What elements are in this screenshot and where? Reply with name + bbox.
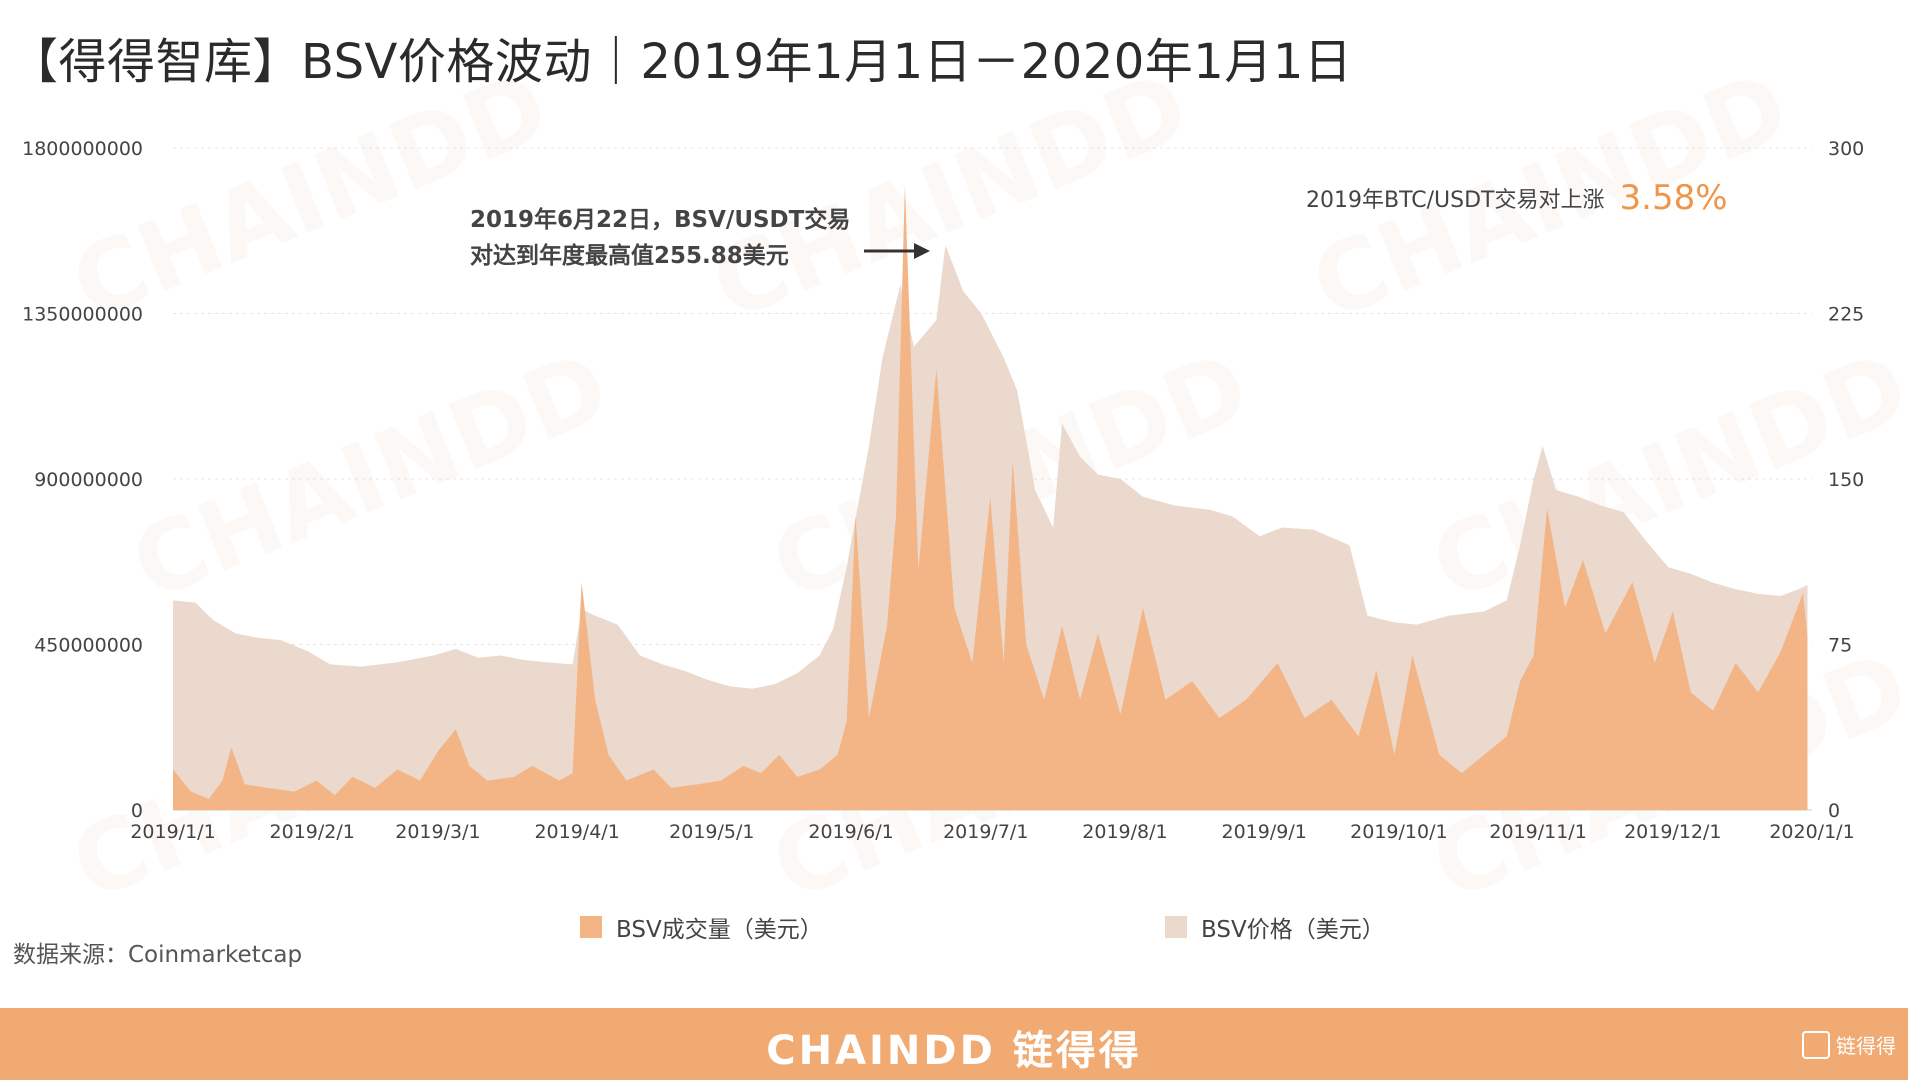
y-right-tick-label: 75 <box>1828 635 1852 657</box>
x-tick-label: 2019/3/1 <box>395 821 480 843</box>
legend-price-swatch <box>1165 916 1187 938</box>
y-axis-right: 0 75 150 225 300 <box>1828 138 1864 822</box>
volume-area <box>173 184 1808 811</box>
legend-volume-swatch <box>580 916 602 938</box>
logo-icon <box>1802 1030 1830 1059</box>
y-left-tick-label: 1800000000 <box>22 138 143 160</box>
footer-bar: CHAINDD 链得得 链得得 <box>0 1008 1908 1080</box>
stat-value: 3.58% <box>1619 178 1728 218</box>
x-tick-label: 2019/8/1 <box>1082 821 1167 843</box>
y-left-tick-label: 450000000 <box>34 635 143 657</box>
y-right-tick-label: 0 <box>1828 800 1840 822</box>
annotation-line-1: 2019年6月22日，BSV/USDT交易 <box>470 207 851 233</box>
x-tick-label: 2019/9/1 <box>1221 821 1306 843</box>
y-left-tick-label: 900000000 <box>34 469 143 491</box>
legend-volume: BSV成交量（美元） <box>580 910 823 944</box>
x-tick-label: 2019/5/1 <box>669 821 754 843</box>
x-tick-label: 2019/10/1 <box>1350 821 1447 843</box>
footer-brand: CHAINDD 链得得 <box>766 1028 1142 1074</box>
x-tick-label: 2019/11/1 <box>1489 821 1586 843</box>
x-tick-label: 2019/7/1 <box>943 821 1028 843</box>
y-right-tick-label: 300 <box>1828 138 1864 160</box>
y-left-tick-label: 0 <box>131 800 143 822</box>
x-tick-label: 2019/4/1 <box>534 821 619 843</box>
footer-logo: 链得得 <box>1802 1030 1896 1059</box>
y-axis-left: 0 450000000 900000000 1350000000 1800000000 <box>22 138 143 822</box>
x-axis: 2019/1/1 2019/2/1 2019/3/1 2019/4/1 2019/5/1… <box>130 821 1854 843</box>
legend-volume-label: BSV成交量（美元） <box>616 917 823 943</box>
annotation-line-2: 对达到年度最高值255.88美元 <box>470 243 789 269</box>
x-tick-label: 2019/2/1 <box>270 821 355 843</box>
stat-label: 2019年BTC/USDT交易对上涨 <box>1306 188 1605 213</box>
legend-price-label: BSV价格（美元） <box>1201 917 1385 943</box>
x-tick-label: 2019/12/1 <box>1624 821 1721 843</box>
x-tick-label: 2019/1/1 <box>130 821 215 843</box>
x-tick-label: 2020/1/1 <box>1769 821 1854 843</box>
page-title: 【得得智库】BSV价格波动｜2019年1月1日－2020年1月1日 <box>10 34 1353 90</box>
y-right-tick-label: 150 <box>1828 469 1864 491</box>
peak-annotation: 2019年6月22日，BSV/USDT交易 对达到年度最高值255.88美元 <box>470 202 850 274</box>
data-source: 数据来源：Coinmarketcap <box>13 942 303 968</box>
y-right-tick-label: 225 <box>1828 304 1864 326</box>
legend-price: BSV价格（美元） <box>1165 910 1385 944</box>
annotation-arrow-icon <box>864 243 930 259</box>
y-left-tick-label: 1350000000 <box>22 304 143 326</box>
x-tick-label: 2019/6/1 <box>808 821 893 843</box>
btc-gain-stat: 2019年BTC/USDT交易对上涨 3.58% <box>1306 178 1728 218</box>
volume-series <box>173 184 1808 811</box>
footer-mark-text: 链得得 <box>1836 1034 1896 1058</box>
